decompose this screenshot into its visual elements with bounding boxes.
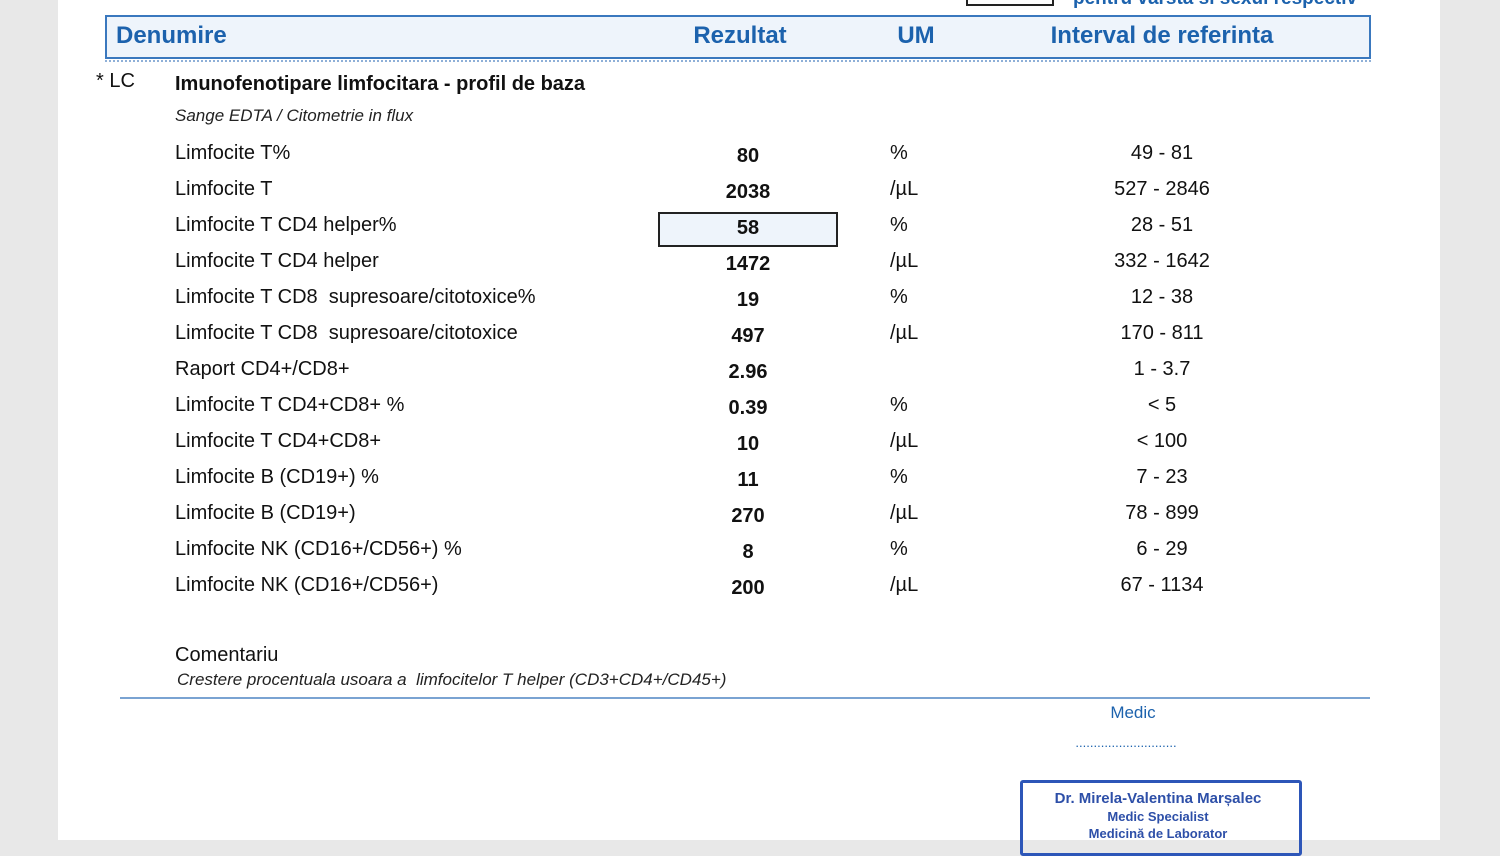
unit: % xyxy=(890,286,908,308)
reference-range: < 100 xyxy=(1136,430,1188,452)
col-header: Rezultat xyxy=(693,22,787,49)
reference-range: 332 - 1642 xyxy=(1114,250,1210,272)
unit: /µL xyxy=(890,502,919,524)
result: 58 xyxy=(736,217,760,239)
unit: /µL xyxy=(890,322,919,344)
test-name: Limfocite T CD4+CD8+ xyxy=(175,430,382,452)
unit: /µL xyxy=(890,178,919,200)
medic-label: Medic xyxy=(1110,703,1156,722)
stamp-line: Medicină de Laborator xyxy=(1088,826,1228,841)
reference-range: 170 - 811 xyxy=(1120,322,1204,344)
test-name: Limfocite B (CD19+) % xyxy=(175,466,379,488)
result: 1472 xyxy=(725,253,771,275)
result: 497 xyxy=(731,325,765,347)
stamp-line: Dr. Mirela-Valentina Marșalec xyxy=(1054,790,1262,807)
dotted-rule xyxy=(105,60,1371,62)
unit: /µL xyxy=(890,250,919,272)
result: 200 xyxy=(731,577,765,599)
result: 80 xyxy=(736,145,760,167)
header-box xyxy=(105,15,1371,59)
result: 11 xyxy=(737,469,759,491)
col-header: UM xyxy=(897,22,935,49)
box-outline xyxy=(966,0,1054,6)
section-method: Sange EDTA / Citometrie in flux xyxy=(175,106,414,125)
test-name: Limfocite T CD8 supresoare/citotoxice% xyxy=(175,286,536,308)
reference-range: 49 - 81 xyxy=(1130,142,1194,164)
col-header: Denumire xyxy=(116,22,227,49)
unit: % xyxy=(890,214,908,236)
reference-range: 6 - 29 xyxy=(1136,538,1188,560)
test-name: Limfocite NK (CD16+/CD56+) % xyxy=(175,538,462,560)
result: 270 xyxy=(731,505,765,527)
col-header: Interval de referinta xyxy=(1050,22,1274,49)
result: 10 xyxy=(736,433,760,455)
reference-range: 78 - 899 xyxy=(1125,502,1199,524)
result: 2.96 xyxy=(728,361,768,383)
reference-range: 12 - 38 xyxy=(1130,286,1194,308)
reference-range: < 5 xyxy=(1147,394,1177,416)
unit: /µL xyxy=(890,574,919,596)
test-name: Limfocite T CD4 helper% xyxy=(175,214,397,236)
document-page: pentru varsta si sexul respectiv Denumir… xyxy=(58,0,1440,856)
test-name: Limfocite T CD4 helper xyxy=(175,250,379,272)
rule xyxy=(120,697,1370,699)
result: 19 xyxy=(736,289,760,311)
section-code: * LC xyxy=(96,70,135,92)
test-name: Limfocite T CD4+CD8+ % xyxy=(175,394,405,416)
result: 8 xyxy=(742,541,754,563)
signature-dots: ............................ xyxy=(1075,735,1177,750)
unit: % xyxy=(890,466,908,488)
test-name: Limfocite NK (CD16+/CD56+) xyxy=(175,574,439,596)
reference-range: 67 - 1134 xyxy=(1120,574,1204,596)
unit: % xyxy=(890,142,908,164)
test-name: Limfocite T CD8 supresoare/citotoxice xyxy=(175,322,518,344)
section-title: Imunofenotipare limfocitara - profil de … xyxy=(175,73,586,95)
test-name: Limfocite T% xyxy=(175,142,291,164)
reference-range: 28 - 51 xyxy=(1130,214,1194,236)
stamp-line: Medic Specialist xyxy=(1107,809,1209,824)
reference-range: 1 - 3.7 xyxy=(1133,358,1191,380)
unit: % xyxy=(890,394,908,416)
test-name: Limfocite B (CD19+) xyxy=(175,502,356,524)
result: 0.39 xyxy=(728,397,768,419)
unit: /µL xyxy=(890,430,919,452)
result: 2038 xyxy=(725,181,771,203)
comment-text: Crestere procentuala usoara a limfocitel… xyxy=(177,670,727,689)
test-name: Limfocite T xyxy=(175,178,273,200)
reference-range: 527 - 2846 xyxy=(1114,178,1210,200)
reference-range: 7 - 23 xyxy=(1136,466,1188,488)
unit: % xyxy=(890,538,908,560)
flag-box xyxy=(658,212,838,247)
header-note: pentru varsta si sexul respectiv xyxy=(1073,0,1357,10)
test-name: Raport CD4+/CD8+ xyxy=(175,358,350,380)
comment-label: Comentariu xyxy=(175,644,279,666)
